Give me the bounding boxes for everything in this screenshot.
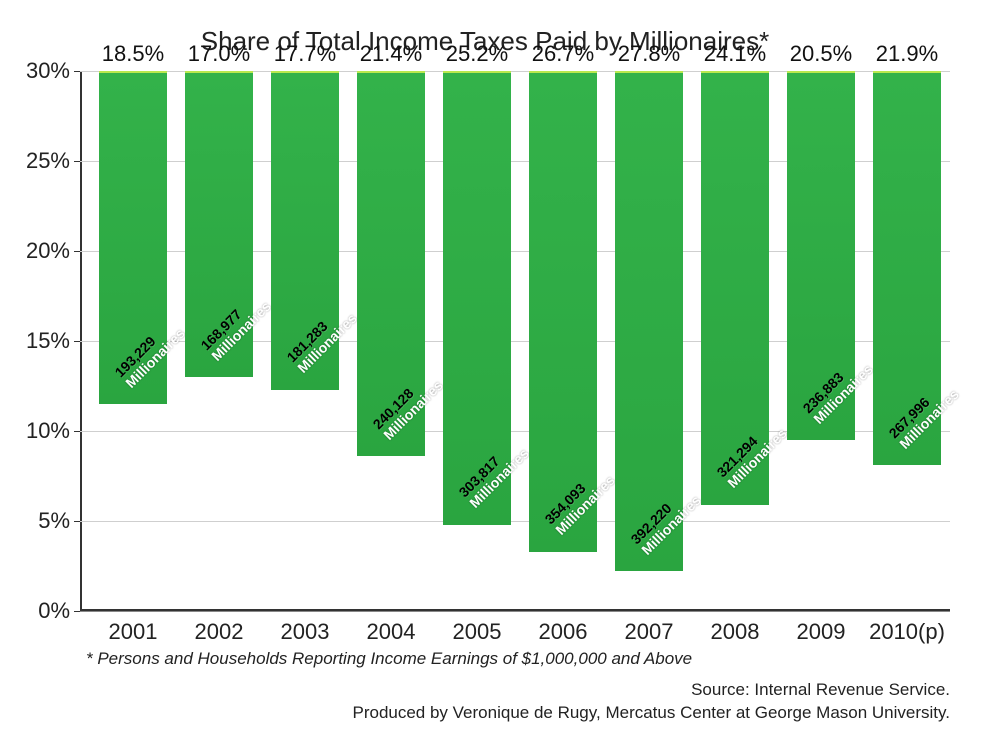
bar: 21.9%267,996Millionaires (873, 71, 940, 465)
bar-value-label: 18.5% (102, 41, 164, 73)
bar-slot: 26.7%354,093Millionaires (520, 71, 606, 611)
bar-slot: 24.1%321,294Millionaires (692, 71, 778, 611)
bar-value-label: 17.0% (188, 41, 250, 73)
y-tick-label: 25% (26, 148, 80, 174)
y-tick-label: 30% (26, 58, 80, 84)
bar-value-label: 25.2% (446, 41, 508, 73)
bar-slot: 20.5%236,883Millionaires (778, 71, 864, 611)
bar: 26.7%354,093Millionaires (529, 71, 596, 552)
bar-slot: 21.4%240,128Millionaires (348, 71, 434, 611)
bar-slot: 18.5%193,229Millionaires (90, 71, 176, 611)
plot-area: 0%5%10%15%20%25%30% 18.5%193,229Milliona… (80, 71, 950, 611)
bar: 18.5%193,229Millionaires (99, 71, 166, 404)
y-tick-label: 15% (26, 328, 80, 354)
gridline (80, 611, 950, 612)
x-tick-label: 2001 (90, 611, 176, 645)
bar-value-label: 17.7% (274, 41, 336, 73)
source-line-2: Produced by Veronique de Rugy, Mercatus … (10, 702, 950, 725)
y-tick-label: 20% (26, 238, 80, 264)
bar: 17.7%181,283Millionaires (271, 71, 338, 390)
chart-container: Share of Total Income Taxes Paid by Mill… (0, 0, 1000, 747)
x-tick-label: 2008 (692, 611, 778, 645)
x-axis-line (80, 609, 950, 611)
x-tick-label: 2006 (520, 611, 606, 645)
bar-slot: 25.2%303,817Millionaires (434, 71, 520, 611)
source-attribution: Source: Internal Revenue Service. Produc… (10, 679, 950, 725)
bar-slot: 17.7%181,283Millionaires (262, 71, 348, 611)
x-tick-label: 2010(p) (864, 611, 950, 645)
bar-slot: 27.8%392,220Millionaires (606, 71, 692, 611)
bar-value-label: 21.4% (360, 41, 422, 73)
bar: 17.0%168,977Millionaires (185, 71, 252, 377)
bar-inner-label: 267,996Millionaires (886, 376, 961, 451)
footnote: * Persons and Households Reporting Incom… (86, 649, 960, 669)
x-tick-label: 2002 (176, 611, 262, 645)
bar-value-label: 20.5% (790, 41, 852, 73)
bar-value-label: 26.7% (532, 41, 594, 73)
y-tick-label: 10% (26, 418, 80, 444)
bar: 20.5%236,883Millionaires (787, 71, 854, 440)
source-line-1: Source: Internal Revenue Service. (10, 679, 950, 702)
bar-value-label: 27.8% (618, 41, 680, 73)
bars-group: 18.5%193,229Millionaires 17.0%168,977Mill… (80, 71, 950, 611)
x-tick-label: 2005 (434, 611, 520, 645)
x-tick-label: 2009 (778, 611, 864, 645)
bar-value-label: 24.1% (704, 41, 766, 73)
bar-slot: 21.9%267,996Millionaires (864, 71, 950, 611)
bar-slot: 17.0%168,977Millionaires (176, 71, 262, 611)
y-tick-label: 5% (38, 508, 80, 534)
x-axis: 2001200220032004200520062007200820092010… (80, 611, 950, 645)
x-tick-label: 2003 (262, 611, 348, 645)
x-tick-label: 2007 (606, 611, 692, 645)
bar: 21.4%240,128Millionaires (357, 71, 424, 456)
bar: 25.2%303,817Millionaires (443, 71, 510, 525)
x-tick-label: 2004 (348, 611, 434, 645)
bar-value-label: 21.9% (876, 41, 938, 73)
bar: 27.8%392,220Millionaires (615, 71, 682, 571)
bar: 24.1%321,294Millionaires (701, 71, 768, 505)
y-tick-label: 0% (38, 598, 80, 624)
